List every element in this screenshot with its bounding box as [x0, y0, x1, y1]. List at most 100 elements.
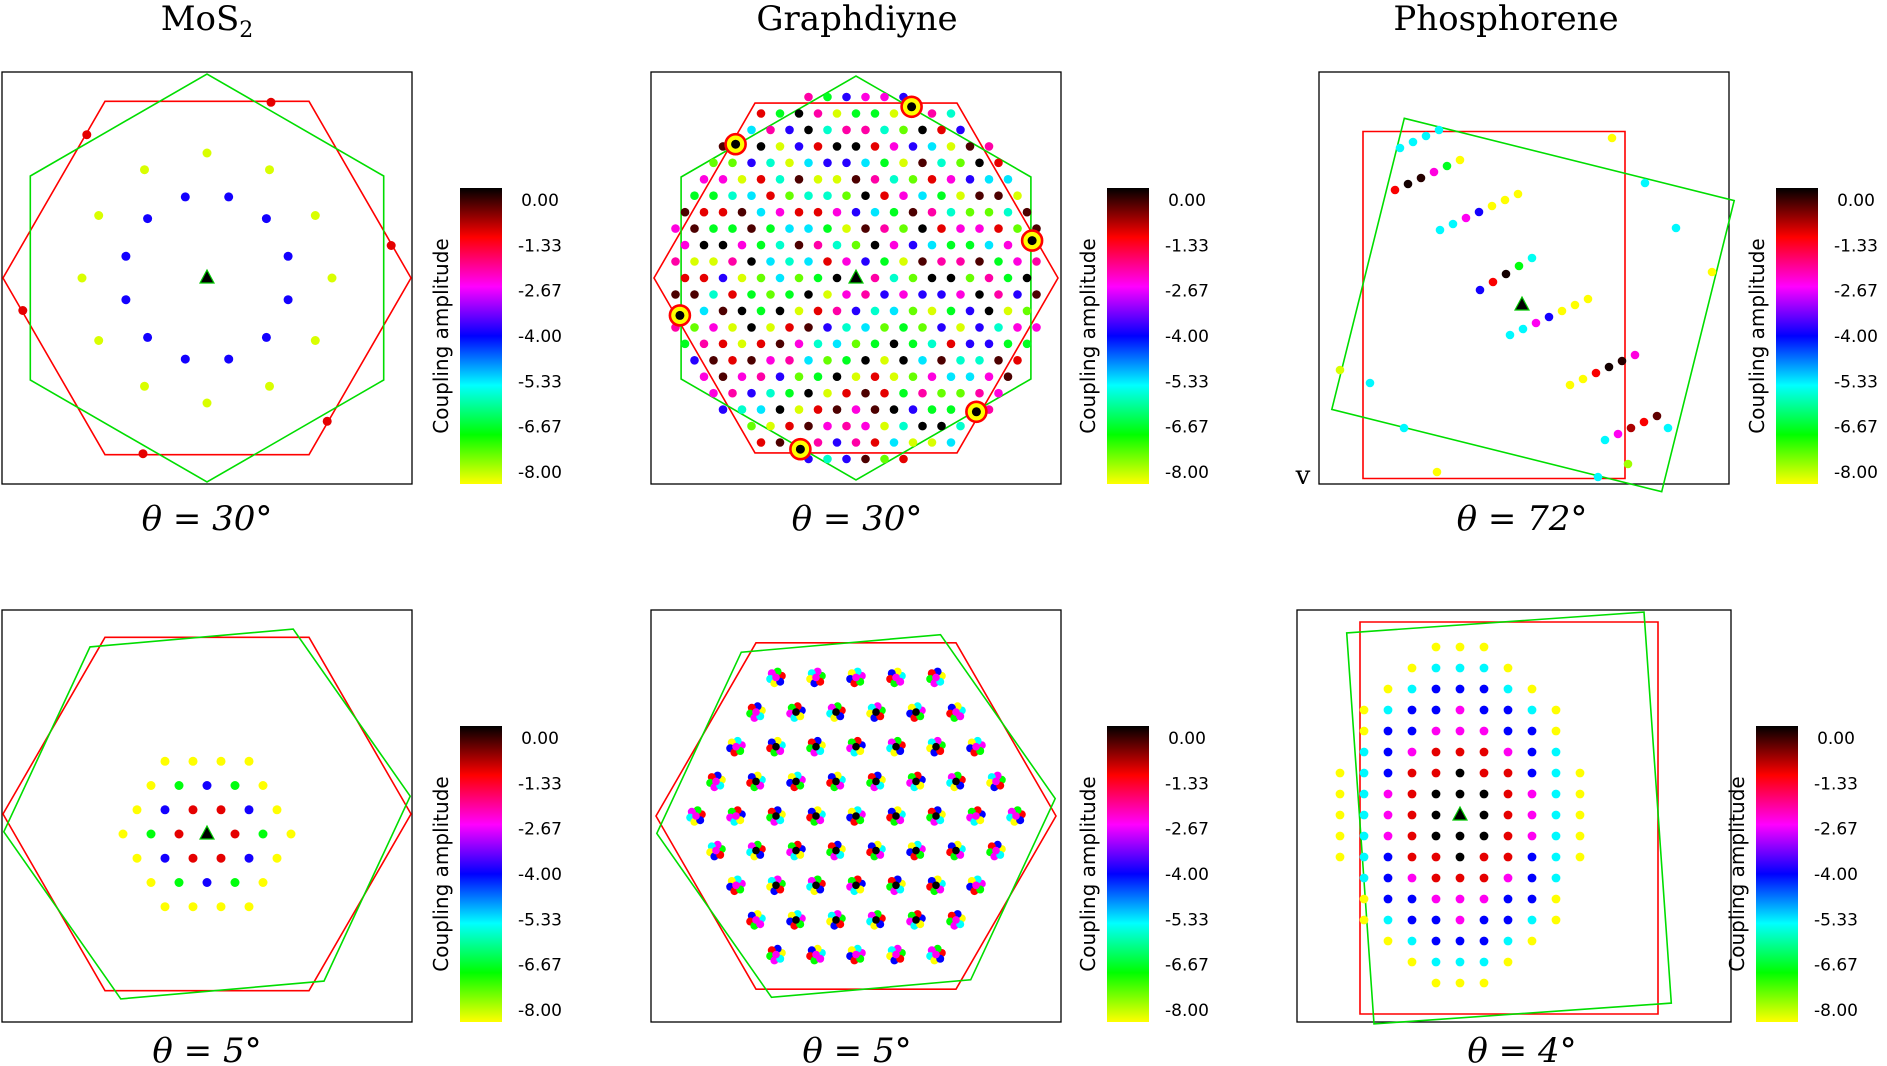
- coupling-point: [994, 290, 1003, 299]
- coupling-point: [785, 125, 794, 135]
- coupling-point: [937, 224, 946, 233]
- coupling-point: [832, 306, 842, 316]
- coupling-point: [1032, 290, 1041, 299]
- coupling-point: [224, 354, 234, 364]
- coupling-point: [965, 339, 975, 349]
- coupling-point: [946, 339, 956, 349]
- coupling-point: [1551, 726, 1561, 736]
- coupling-point: [804, 290, 813, 299]
- coupling-point: [832, 240, 842, 250]
- coupling-point: [870, 306, 880, 316]
- coupling-point: [899, 158, 908, 168]
- colorbar-tick-label: -4.00: [1165, 327, 1209, 347]
- coupling-point: [1407, 789, 1417, 799]
- coupling-point: [872, 846, 880, 855]
- colorbar-tick-label: 0.00: [1837, 191, 1875, 211]
- coupling-point: [272, 853, 282, 863]
- coupling-point: [823, 92, 832, 102]
- coupling-point: [224, 192, 234, 202]
- colorbar-tick-label: -8.00: [1165, 1001, 1209, 1021]
- coupling-point: [975, 158, 984, 168]
- coupling-point: [728, 224, 737, 233]
- coupling-point: [880, 191, 889, 200]
- colorbar-tick-label: -8.00: [1834, 463, 1878, 483]
- coupling-point: [766, 290, 775, 299]
- coupling-point: [756, 109, 766, 118]
- coupling-point: [174, 781, 184, 790]
- coupling-point: [310, 336, 320, 345]
- coupling-point: [889, 405, 899, 414]
- coupling-point: [861, 323, 870, 332]
- coupling-point: [899, 356, 908, 365]
- coupling-point: [823, 257, 832, 266]
- coupling-point: [180, 354, 190, 364]
- coupling-point: [842, 224, 851, 233]
- coupling-point: [794, 405, 804, 414]
- coupling-point: [851, 339, 861, 349]
- coupling-point: [1359, 810, 1369, 820]
- coupling-point: [1455, 684, 1465, 694]
- coupling-point: [842, 290, 851, 299]
- coupling-point: [1551, 810, 1561, 820]
- coupling-point: [766, 356, 775, 365]
- coupling-point: [1383, 810, 1393, 820]
- coupling-point: [937, 191, 946, 200]
- coupling-point: [1455, 873, 1465, 883]
- coupling-point: [258, 781, 268, 790]
- coupling-point: [965, 306, 975, 316]
- coupling-point: [851, 306, 861, 316]
- coupling-point: [766, 388, 775, 398]
- brillouin-zone-green: [2, 628, 412, 1000]
- coupling-point: [1551, 831, 1561, 841]
- coupling-point: [984, 339, 994, 349]
- coupling-point: [775, 339, 785, 349]
- coupling-point: [952, 916, 960, 924]
- colorbar-tick-label: -8.00: [518, 1001, 562, 1021]
- coupling-point: [1527, 915, 1537, 925]
- coupling-point: [804, 191, 813, 200]
- coupling-point: [794, 306, 804, 316]
- coupling-point: [1583, 294, 1593, 304]
- coupling-point: [918, 257, 927, 266]
- coupling-point: [718, 240, 728, 250]
- brillouin-zone-green: [680, 75, 1032, 481]
- coupling-point: [813, 372, 823, 382]
- coupling-point: [146, 878, 156, 887]
- coupling-point: [756, 142, 766, 151]
- coupling-point: [140, 381, 149, 391]
- coupling-point: [880, 290, 889, 299]
- coupling-point: [832, 846, 840, 855]
- coupling-point: [813, 339, 823, 349]
- coupling-point: [1407, 810, 1417, 820]
- coupling-point: [680, 339, 690, 349]
- origin-marker: [1513, 295, 1531, 311]
- coupling-point: [1359, 705, 1369, 715]
- colorbar-tick-label: -4.00: [1814, 865, 1858, 885]
- coupling-point: [671, 290, 680, 299]
- coupling-point: [728, 290, 737, 299]
- moire-point: [1027, 236, 1037, 246]
- coupling-point: [1707, 267, 1717, 277]
- coupling-point: [766, 191, 775, 200]
- coupling-point: [1503, 684, 1513, 694]
- coupling-point: [775, 207, 785, 217]
- moire-point: [138, 449, 148, 459]
- coupling-point: [880, 257, 889, 266]
- coupling-point: [872, 916, 880, 924]
- coupling-point: [952, 846, 960, 855]
- coupling-point: [889, 306, 899, 316]
- coupling-point: [1455, 155, 1465, 165]
- column-title-mos2: MoS2: [161, 0, 254, 43]
- coupling-point: [160, 805, 170, 815]
- coupling-point: [216, 756, 226, 766]
- coupling-point: [880, 421, 889, 431]
- coupling-point: [1455, 915, 1465, 925]
- coupling-point: [1431, 642, 1441, 652]
- coupling-point: [160, 853, 170, 863]
- coupling-point: [1475, 285, 1485, 295]
- coupling-point: [1527, 726, 1537, 736]
- colorbar-gradient: [1756, 726, 1798, 1022]
- coupling-point: [872, 708, 880, 716]
- brillouin-zone-red: [1362, 130, 1626, 480]
- coupling-point: [880, 323, 889, 332]
